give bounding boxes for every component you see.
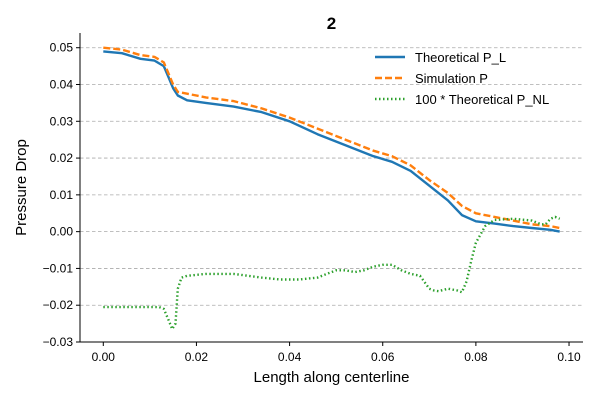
chart-title: 2 xyxy=(327,14,336,33)
x-axis-label: Length along centerline xyxy=(254,369,410,386)
x-tick-label: 0.02 xyxy=(185,350,209,364)
series-layer xyxy=(103,46,561,331)
x-tick-label: 0.00 xyxy=(92,350,116,364)
y-tick-label: 0.04 xyxy=(50,78,74,92)
y-tick-label: 0.01 xyxy=(50,188,74,202)
axes xyxy=(79,33,583,343)
y-axis-label: Pressure Drop xyxy=(13,139,30,236)
y-tick-label: −0.01 xyxy=(43,261,74,275)
legend-label-theoretical-pl: Theoretical P_L xyxy=(415,50,506,65)
x-tick-label: 0.04 xyxy=(278,350,302,364)
x-tick-label: 0.06 xyxy=(371,350,395,364)
series-line-theoretical-pnl xyxy=(103,215,561,331)
y-tick-label: 0.02 xyxy=(50,151,74,165)
y-tick-label: −0.03 xyxy=(43,335,74,349)
series-line-simulation-p xyxy=(103,46,560,230)
y-tick-label: 0.05 xyxy=(50,41,74,55)
y-tick-label: 0.00 xyxy=(50,225,74,239)
legend-label-simulation-p: Simulation P xyxy=(415,71,488,86)
x-tick-label: 0.08 xyxy=(464,350,488,364)
x-tick-label: 0.10 xyxy=(557,350,581,364)
ticks: 0.00 0.02 0.04 0.06 0.08 0.10 0.05 0.04 0.03 0.02… xyxy=(43,41,581,364)
legend: Theoretical P_L Simulation P 100 * Theoret… xyxy=(375,50,549,107)
y-tick-label: −0.02 xyxy=(43,298,74,312)
legend-label-theoretical-pnl: 100 * Theoretical P_NL xyxy=(415,92,549,107)
y-tick-label: 0.03 xyxy=(50,114,74,128)
